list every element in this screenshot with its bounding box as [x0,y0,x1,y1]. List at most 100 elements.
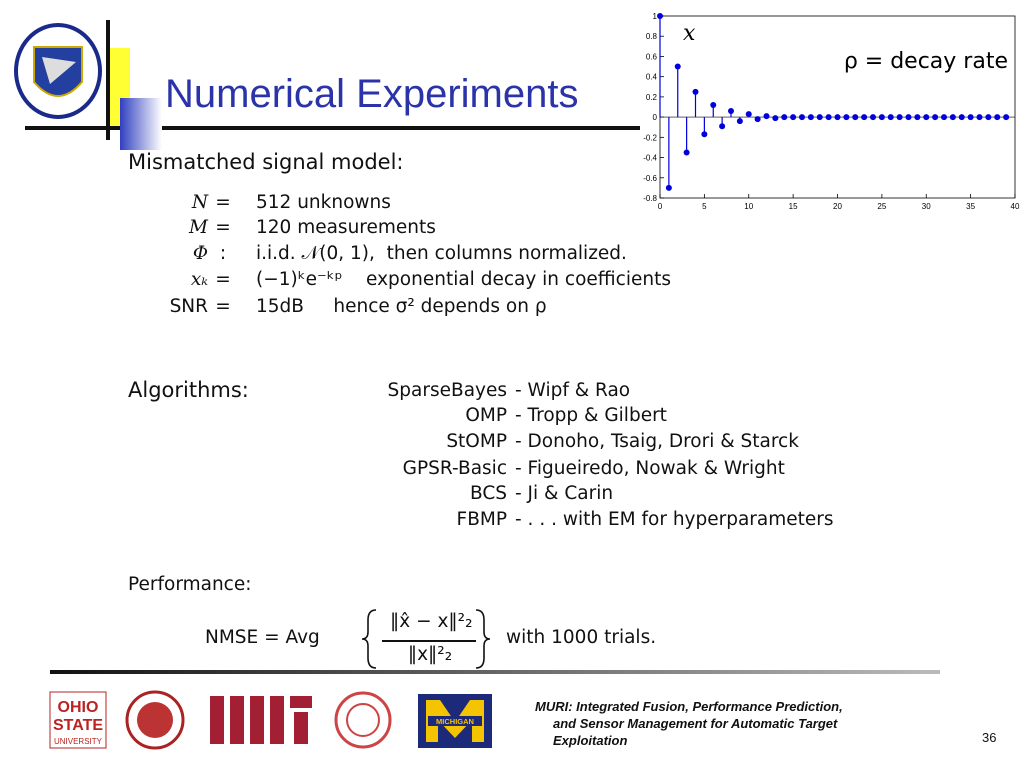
stem-head [949,114,956,121]
y-tick-label: 0 [653,113,658,122]
relation: = [215,217,231,238]
decor [25,126,640,130]
stem-head [683,149,690,156]
algorithm-authors: - Donoho, Tsaig, Drori & Starck [515,431,799,452]
relation: = [215,269,231,290]
plot-frame [659,15,1016,199]
logo-text: UNIVERSITY [54,737,103,746]
stem-head [781,114,788,121]
y-tick-label: 0.4 [646,73,658,82]
stem-head [985,114,992,121]
stem-head [932,114,939,121]
af-logo [14,23,102,119]
stem-head [887,114,894,121]
stem-head [967,114,974,121]
stem-head [825,114,832,121]
braces [362,609,491,669]
stem-head [807,114,814,121]
stem-head [816,114,823,121]
footer-text: Exploitation [553,733,628,748]
x-tick-label: 25 [877,202,886,211]
stem-head [834,114,841,121]
x-tick-label: 0 [658,202,663,211]
formula-den: ‖x‖²₂ [407,644,453,665]
y-tick-label: -0.6 [643,174,657,183]
expression: i.i.d. 𝒩(0, 1), then columns normalized. [256,243,627,264]
algorithm-name: BCS [469,483,507,504]
heading: Performance: [128,574,252,595]
algorithm-name: StOMP [446,431,507,452]
algorithm-authors: - . . . with EM for hyperparameters [515,509,834,530]
y-tick-label: -0.2 [643,133,657,142]
stem-head [719,123,726,130]
relation: : [219,243,227,264]
footer-line [50,670,940,674]
x-tick-label: 40 [1011,202,1020,211]
stem-head [923,114,930,121]
stem-head [772,115,779,122]
y-tick-label: 0.8 [646,32,658,41]
footer-text: and Sensor Management for Automatic Targ… [553,716,838,731]
y-tick-label: 1 [653,12,658,21]
symbol: N [191,192,208,213]
algorithm-authors: - Wipf & Rao [515,380,631,401]
stem-head [958,114,965,121]
symbol: Φ [192,243,208,264]
relation: = [215,296,231,317]
stem-head [852,114,859,121]
fraction-bar [382,640,476,642]
decor [106,20,110,140]
algorithm-authors: - Ji & Carin [515,483,614,504]
algorithm-name: FBMP [456,509,507,530]
decor [120,98,162,150]
stem-head [790,114,797,121]
stem-head [763,113,770,120]
stem-head [736,118,743,125]
algorithm-authors: - Tropp & Gilbert [515,405,667,426]
plot-label: x [683,21,696,46]
stem-head [914,114,921,121]
logos: OHIO STATE UNIVERSITY MICHIGAN [49,690,492,750]
page-number: 36 [982,730,997,745]
stem-head [701,131,708,138]
symbol: SNR [169,296,208,317]
expression: 15dB hence σ² depends on ρ [256,296,547,317]
formula-rhs: with 1000 trials. [506,627,657,648]
logo-text: MICHIGAN [436,717,474,726]
heading: Mismatched signal model: [128,150,404,174]
stem-head [843,114,850,121]
formula-lhs: NMSE = Avg [205,627,320,648]
stem-head [674,63,681,70]
stem-head [994,114,1001,121]
x-tick-label: 10 [744,202,753,211]
plot-annotation: ρ = decay rate [844,49,1008,74]
stem-head [710,101,717,108]
x-tick-label: 35 [966,202,975,211]
stem-head [665,184,672,191]
formula-num: ‖x̂ − x‖²₂ [390,611,473,632]
x-tick-label: 5 [702,202,707,211]
algorithm-authors: - Figueiredo, Nowak & Wright [515,458,785,479]
stem-head [976,114,983,121]
x-tick-label: 30 [922,202,931,211]
stem-head [745,111,752,118]
algorithm-name: SparseBayes [387,380,507,401]
x-tick-label: 15 [789,202,798,211]
expression: 120 measurements [256,217,436,238]
stem-head [799,114,805,121]
y-tick-label: -0.8 [643,194,657,203]
y-tick-label: -0.4 [643,154,657,163]
stem-head [754,116,761,123]
stem-head [861,114,868,121]
logo-text: OHIO [58,699,99,716]
heading: Algorithms: [128,378,249,402]
symbol: xₖ [190,269,208,290]
stem-head [870,114,876,121]
stem-head [728,108,734,115]
stem-head [941,114,947,121]
x-tick-label: 20 [833,202,842,211]
stem-head [1003,114,1010,121]
logo-text: STATE [53,717,103,734]
footer-text: MURI: Integrated Fusion, Performance Pre… [535,699,843,714]
